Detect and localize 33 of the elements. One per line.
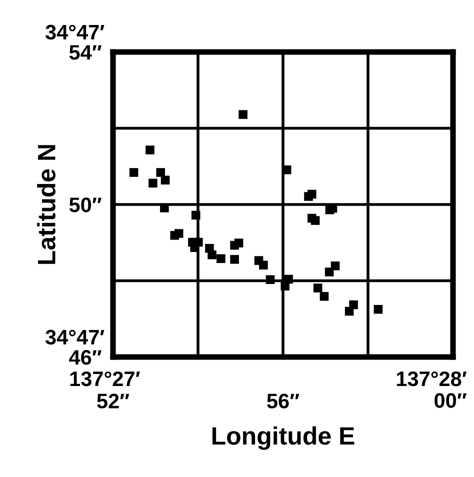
point <box>160 176 170 184</box>
point <box>349 300 358 310</box>
point <box>330 261 340 270</box>
point <box>230 255 239 264</box>
x-tick-label: 56″ <box>267 394 300 408</box>
point <box>238 110 248 119</box>
point <box>280 282 290 290</box>
point <box>320 292 329 301</box>
point <box>313 284 322 292</box>
x-tick-label: 52″ <box>97 394 130 408</box>
x-axis-title: Longitude E <box>212 426 354 450</box>
text: 34°47′ <box>45 24 104 40</box>
point <box>266 275 275 284</box>
text: 137°28′ 00″ <box>396 371 467 408</box>
y-tick-label: 46″ <box>69 350 102 365</box>
point <box>174 229 184 238</box>
y-tick-label: 50″ <box>69 198 102 212</box>
point <box>259 260 268 270</box>
point <box>310 216 320 225</box>
text: 34°47′ <box>45 330 104 345</box>
point <box>216 254 226 264</box>
y-axis-title: Latitude N <box>37 145 56 264</box>
point <box>191 210 200 220</box>
point <box>129 168 138 177</box>
point <box>374 304 383 314</box>
point <box>234 238 244 248</box>
y-tick-label: 54″ <box>69 45 102 60</box>
point <box>146 146 154 154</box>
point <box>148 178 158 188</box>
point <box>308 190 316 199</box>
point <box>156 168 165 177</box>
text: 137°27′ <box>70 371 140 386</box>
point <box>208 250 216 260</box>
